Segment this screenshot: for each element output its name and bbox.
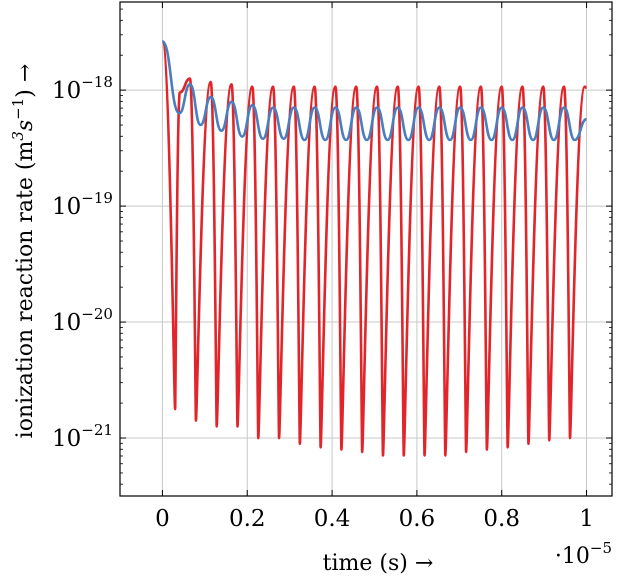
x-tick-label: 1 [579,506,594,532]
y-tick-label: 10−18 [52,73,113,104]
series-line-blue [161,40,588,142]
x-axis-ticks: 0 0.2 0.4 0.6 0.8 1 [155,2,594,532]
x-tick-label: 0.2 [229,506,266,532]
y-label-main: ionization reaction rate (m [13,141,38,439]
y-tick-label: 10−21 [52,421,113,452]
x-tick-label: 0.4 [314,506,351,532]
y-tick-label: 10−20 [52,305,113,336]
y-axis-ticks: 10−21 10−20 10−19 10−18 [52,8,612,485]
series-line-red [161,40,587,457]
x-tick-label: 0 [155,506,170,532]
plot-frame [119,1,613,497]
y-label-end: ) → [13,64,38,98]
y-label-sup1: 3 [9,131,27,141]
series-layer [161,40,588,457]
y-tick-label: 10−19 [52,189,113,220]
y-axis-label: ionization reaction rate (m3s−1) → [9,64,38,439]
x-scale-base: ·10 [555,544,590,569]
grid [120,2,612,496]
x-tick-label: 0.6 [399,506,436,532]
x-tick-label: 0.8 [483,506,520,532]
y-label-sup2: −1 [9,98,27,120]
x-axis-label: time (s) → [323,551,434,576]
x-scale-exponent: −5 [590,539,612,557]
y-label-mid: s [13,120,38,131]
x-axis-scale-factor: ·10−5 [555,539,612,569]
